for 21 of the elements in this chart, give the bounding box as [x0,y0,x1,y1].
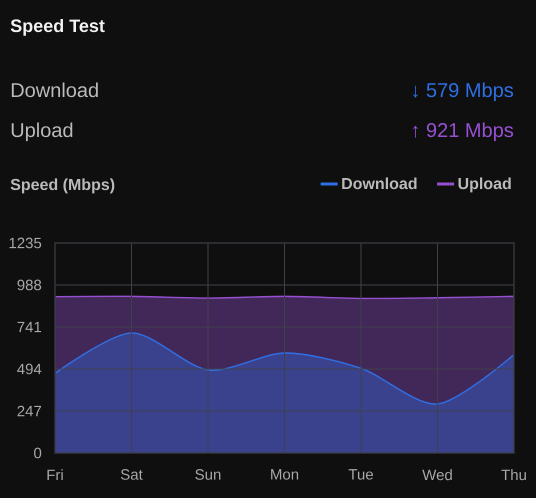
text: ↓ 579 Mbps [413,82,514,102]
legend-label: Download [342,177,417,190]
y-tick-label: 741 [18,322,42,332]
x-tick-label: Sat [120,469,143,480]
x-tick-label: Mon [271,469,298,480]
x-tick-label: Wed [422,469,452,480]
y-tick-label: 988 [17,280,42,290]
x-tick-label: Sun [195,469,220,480]
x-tick-label: Fri [47,469,63,480]
y-tick-label: 0 [34,448,42,458]
legend-label: Upload [458,177,511,192]
chart-title: Speed Test [10,18,105,36]
x-tick-label: Tue [348,469,373,480]
y-tick-label: 247 [18,406,42,416]
text: Download [12,82,98,98]
y-tick-label: 494 [17,364,42,374]
x-tick-label: Thu [501,469,526,480]
text: Upload [12,122,72,142]
text: ↑ 921 Mbps [413,122,514,142]
y-axis-title: Speed (Mbps) [10,178,114,194]
y-tick-label: 1235 [10,238,42,248]
